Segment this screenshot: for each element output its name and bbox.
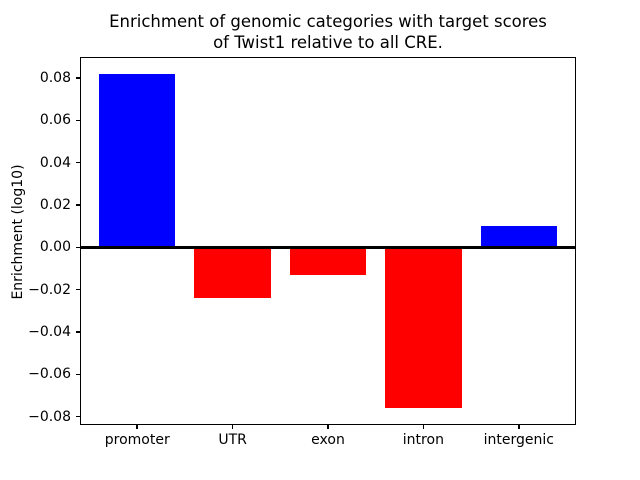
bar-promoter	[99, 73, 176, 248]
y-tick-label: 0.00	[39, 239, 71, 256]
y-tick-mark	[76, 415, 80, 418]
y-tick-mark	[76, 373, 80, 376]
bar-intron	[385, 247, 462, 409]
y-tick-label: 0.08	[39, 69, 71, 86]
zero-line	[80, 245, 576, 249]
x-tick-label-intergenic: intergenic	[483, 432, 554, 448]
y-tick-label: 0.02	[39, 197, 71, 213]
y-tick-mark	[76, 119, 80, 122]
x-tick-label-intron: intron	[402, 432, 444, 448]
y-axis-label: Enrichment (log10)	[10, 164, 26, 300]
y-tick-mark	[76, 331, 80, 333]
y-tick-mark	[76, 288, 80, 291]
y-tick-label: −0.06	[28, 366, 71, 383]
y-tick-mark	[76, 246, 80, 249]
y-tick-label: −0.02	[28, 281, 71, 298]
x-tick-label-exon: exon	[311, 432, 345, 448]
x-tick-mark	[518, 425, 520, 429]
y-tick-mark	[76, 161, 80, 164]
chart-title: Enrichment of genomic categories with ta…	[109, 12, 547, 53]
x-tick-label-UTR: UTR	[218, 432, 247, 448]
x-tick-mark	[231, 425, 234, 429]
chart-title-line1: Enrichment of genomic categories with ta…	[109, 12, 547, 31]
bar-exon	[289, 247, 367, 275]
x-tick-mark	[327, 425, 329, 429]
y-tick-label: 0.06	[39, 112, 71, 129]
y-tick-label: 0.04	[39, 154, 71, 171]
x-tick-mark	[136, 425, 138, 429]
bar-UTR	[194, 247, 271, 299]
bar-intergenic	[480, 226, 557, 248]
y-tick-label: −0.08	[28, 408, 71, 425]
y-tick-mark	[76, 77, 80, 79]
y-tick-mark	[76, 204, 80, 206]
x-tick-mark	[422, 425, 425, 429]
chart-title-line2: of Twist1 relative to all CRE.	[213, 32, 443, 52]
y-tick-label: −0.04	[28, 324, 71, 341]
x-tick-label-promoter: promoter	[104, 432, 170, 448]
